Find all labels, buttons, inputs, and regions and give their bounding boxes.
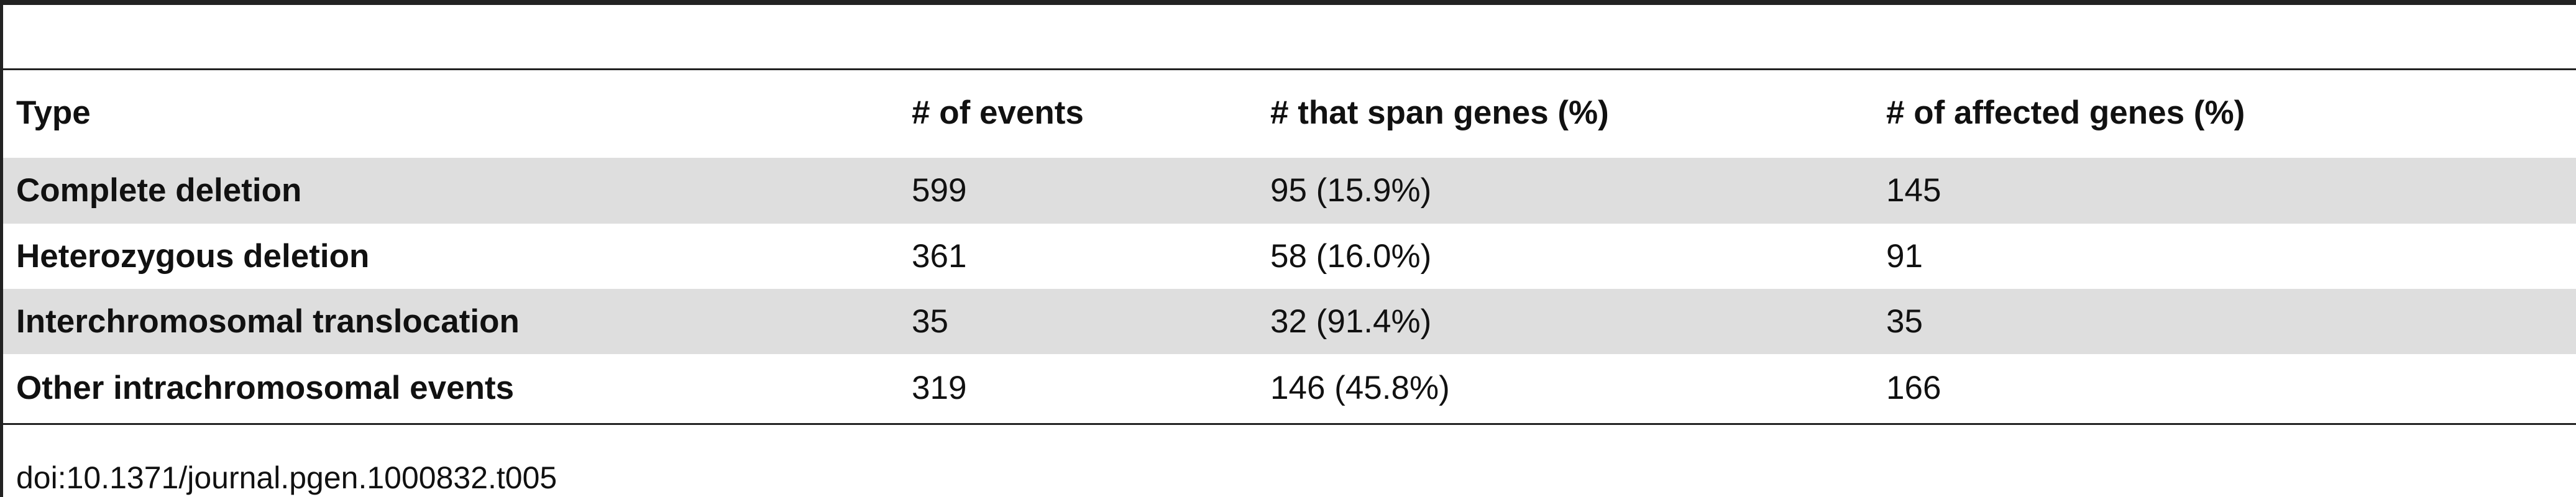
column-header: Type [16, 94, 91, 131]
column-header: # that span genes (%) [1270, 94, 1609, 131]
table-cell: 166 [1886, 370, 1941, 406]
table-cell: 319 [912, 370, 967, 406]
table-cell: 91 [1886, 237, 1923, 275]
row-background [3, 289, 2576, 354]
table-cell: 32 (91.4%) [1270, 303, 1432, 340]
table-cell: 146 (45.8%) [1270, 370, 1450, 406]
table-cell: 599 [912, 172, 967, 209]
table-cell: 95 (15.9%) [1270, 172, 1432, 209]
doi: doi:10.1371/journal.pgen.1000832.t005 [16, 460, 557, 495]
row-background [3, 158, 2576, 224]
bottom-rule [0, 423, 2576, 425]
table-cell: 58 (16.0%) [1270, 237, 1432, 275]
table-cell: 35 [912, 303, 948, 340]
table-cell: 361 [912, 237, 967, 275]
column-header: # of affected genes (%) [1886, 94, 2245, 131]
table-cell: 145 [1886, 172, 1941, 209]
left-border [0, 0, 3, 497]
row-label: Heterozygous deletion [16, 237, 370, 275]
top-rule [0, 0, 2576, 5]
table-cell: 35 [1886, 303, 1923, 340]
header-rule [0, 68, 2576, 70]
row-label: Complete deletion [16, 172, 302, 209]
row-label: Other intrachromosomal events [16, 370, 515, 406]
row-label: Interchromosomal translocation [16, 303, 520, 340]
column-header: # of events [912, 94, 1084, 131]
